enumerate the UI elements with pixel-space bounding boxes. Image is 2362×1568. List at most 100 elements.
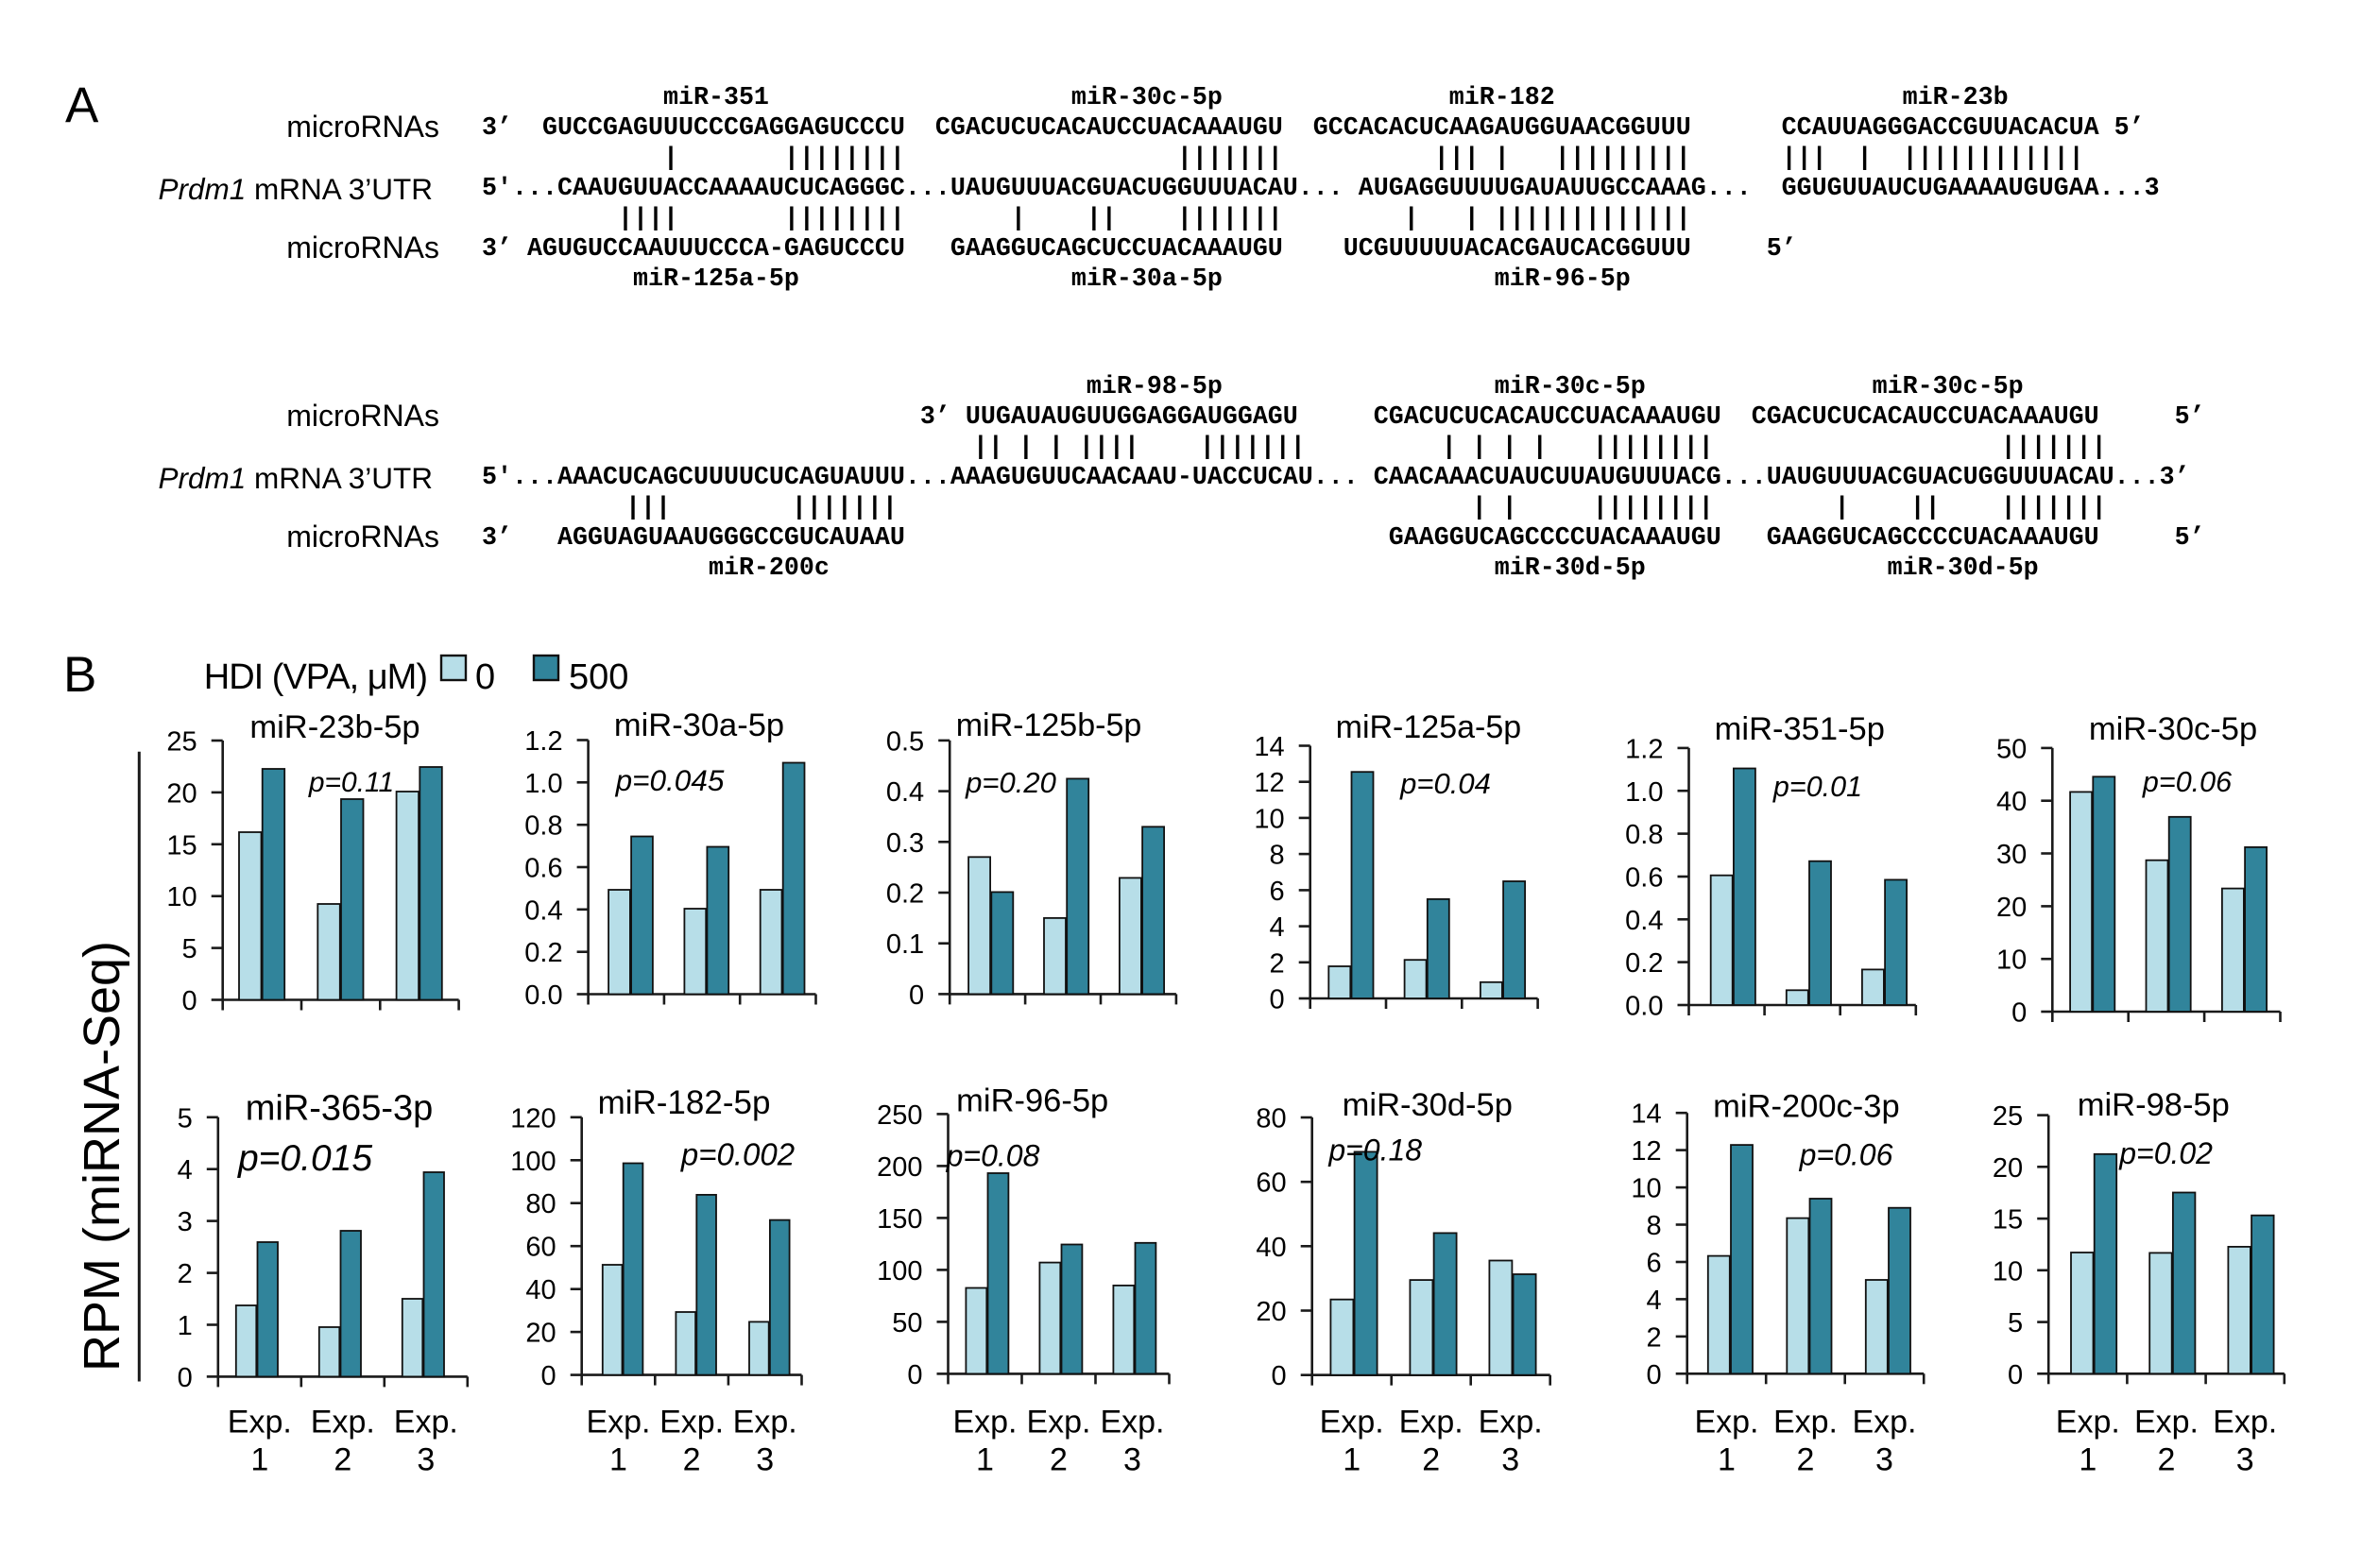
svg-text:10: 10 (1631, 1174, 1661, 1204)
svg-text:0.2: 0.2 (524, 938, 562, 968)
svg-text:1.2: 1.2 (1625, 734, 1663, 764)
svg-text:1: 1 (178, 1311, 193, 1341)
svg-text:HDI (VPA, μM): HDI (VPA, μM) (204, 657, 427, 697)
svg-text:1: 1 (250, 1442, 268, 1478)
svg-text:0.0: 0.0 (524, 980, 562, 1011)
svg-text:miR-125a-5p: miR-125a-5p (1336, 709, 1522, 745)
svg-text:1: 1 (609, 1442, 627, 1478)
svg-text:Exp.: Exp. (733, 1405, 797, 1440)
svg-text:20: 20 (1996, 893, 2027, 923)
svg-text:RPM (miRNA-Seq): RPM (miRNA-Seq) (74, 941, 130, 1372)
svg-text:3: 3 (178, 1207, 193, 1237)
svg-text:6: 6 (1270, 877, 1285, 907)
svg-text:0.1: 0.1 (886, 929, 924, 960)
svg-text:miR-23b-5p: miR-23b-5p (249, 709, 419, 745)
svg-text:30: 30 (1996, 840, 2027, 870)
svg-text:0: 0 (2011, 998, 2027, 1029)
svg-text:14: 14 (1631, 1099, 1661, 1130)
svg-text:3: 3 (756, 1442, 774, 1478)
svg-text:0.0: 0.0 (1625, 992, 1663, 1022)
svg-text:2: 2 (178, 1259, 193, 1289)
svg-text:12: 12 (1254, 768, 1284, 798)
svg-text:10: 10 (1254, 804, 1284, 834)
svg-text:Exp.: Exp. (1026, 1405, 1090, 1440)
svg-text:2: 2 (2158, 1442, 2176, 1478)
svg-text:25: 25 (166, 727, 197, 758)
svg-text:p=0.045: p=0.045 (615, 763, 725, 797)
svg-text:miR-125b-5p: miR-125b-5p (956, 707, 1142, 743)
svg-text:40: 40 (1996, 787, 2027, 817)
svg-text:2: 2 (1050, 1442, 1068, 1478)
svg-text:0: 0 (1272, 1361, 1287, 1391)
svg-text:2: 2 (1647, 1322, 1662, 1353)
svg-text:4: 4 (1647, 1286, 1662, 1316)
svg-text:5: 5 (2008, 1308, 2023, 1338)
svg-text:p=0.20: p=0.20 (965, 766, 1056, 799)
svg-text:miR-365-3p: miR-365-3p (246, 1089, 434, 1129)
svg-text:miR-30a-5p: miR-30a-5p (614, 707, 784, 743)
svg-text:0.6: 0.6 (1625, 863, 1663, 894)
svg-text:0.8: 0.8 (524, 811, 562, 842)
svg-text:2: 2 (334, 1442, 351, 1478)
svg-text:6: 6 (1647, 1249, 1662, 1279)
svg-text:14: 14 (1254, 732, 1284, 762)
svg-text:p=0.002: p=0.002 (680, 1136, 795, 1171)
svg-text:2: 2 (683, 1442, 701, 1478)
svg-text:60: 60 (525, 1233, 556, 1263)
svg-text:3: 3 (1875, 1442, 1893, 1478)
svg-text:80: 80 (1256, 1104, 1286, 1134)
svg-text:0.4: 0.4 (886, 777, 924, 808)
svg-text:1: 1 (2079, 1442, 2097, 1478)
svg-text:20: 20 (1256, 1297, 1286, 1327)
svg-text:1: 1 (1718, 1442, 1736, 1478)
svg-text:p=0.04: p=0.04 (1399, 767, 1491, 800)
svg-text:3: 3 (1501, 1442, 1519, 1478)
svg-text:3: 3 (1123, 1442, 1141, 1478)
svg-text:12: 12 (1631, 1136, 1661, 1167)
svg-text:Exp.: Exp. (1694, 1405, 1758, 1440)
svg-text:0: 0 (182, 986, 197, 1016)
svg-text:0: 0 (907, 1360, 922, 1390)
svg-text:miR-98-5p: miR-98-5p (2078, 1087, 2230, 1123)
svg-text:25: 25 (1993, 1101, 2023, 1132)
svg-text:miR-30c-5p: miR-30c-5p (2089, 711, 2257, 747)
svg-text:Exp.: Exp. (394, 1405, 458, 1440)
svg-text:10: 10 (166, 882, 197, 912)
svg-text:20: 20 (166, 778, 197, 809)
svg-text:p=0.18: p=0.18 (1327, 1133, 1422, 1167)
svg-text:0: 0 (1647, 1360, 1662, 1390)
svg-text:0.3: 0.3 (886, 828, 924, 859)
svg-text:500: 500 (569, 657, 628, 697)
svg-text:p=0.08: p=0.08 (946, 1139, 1040, 1173)
svg-text:2: 2 (1270, 948, 1285, 979)
svg-text:50: 50 (1996, 734, 2027, 764)
svg-text:0: 0 (2008, 1360, 2023, 1390)
svg-text:Exp.: Exp. (2213, 1405, 2277, 1440)
svg-text:p=0.01: p=0.01 (1772, 771, 1862, 803)
svg-text:4: 4 (178, 1155, 193, 1185)
svg-text:Exp.: Exp. (659, 1405, 724, 1440)
svg-text:15: 15 (1993, 1205, 2023, 1236)
svg-text:8: 8 (1270, 841, 1285, 871)
svg-text:40: 40 (525, 1275, 556, 1305)
svg-text:2: 2 (1797, 1442, 1815, 1478)
svg-text:120: 120 (510, 1103, 556, 1133)
svg-text:20: 20 (525, 1319, 556, 1349)
svg-text:0: 0 (909, 980, 924, 1011)
svg-text:p=0.02: p=0.02 (2118, 1136, 2213, 1170)
svg-text:1: 1 (976, 1442, 994, 1478)
svg-text:miR-351-5p: miR-351-5p (1715, 711, 1885, 747)
svg-text:5: 5 (182, 934, 197, 964)
svg-text:p=0.11: p=0.11 (308, 767, 394, 798)
svg-text:0.4: 0.4 (1625, 906, 1663, 936)
svg-text:Exp.: Exp. (1399, 1405, 1463, 1440)
svg-text:Exp.: Exp. (1320, 1405, 1384, 1440)
svg-text:0.6: 0.6 (524, 854, 562, 884)
svg-text:3: 3 (417, 1442, 435, 1478)
svg-text:10: 10 (1996, 946, 2027, 976)
svg-text:1.0: 1.0 (1625, 777, 1663, 808)
svg-text:Exp.: Exp. (311, 1405, 375, 1440)
svg-text:200: 200 (877, 1152, 922, 1183)
svg-text:Exp.: Exp. (586, 1405, 650, 1440)
svg-text:1: 1 (1343, 1442, 1361, 1478)
